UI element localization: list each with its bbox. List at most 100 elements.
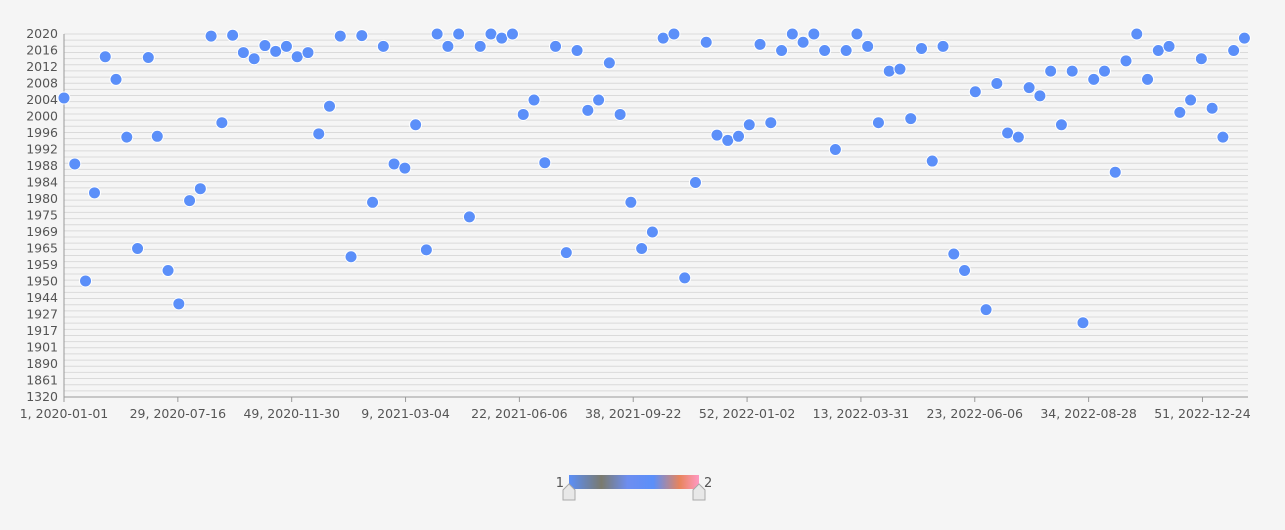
data-point[interactable] bbox=[204, 29, 218, 43]
data-point[interactable] bbox=[570, 44, 584, 57]
data-point[interactable] bbox=[290, 50, 304, 64]
data-point[interactable] bbox=[183, 194, 197, 208]
data-point[interactable] bbox=[323, 99, 337, 113]
data-point[interactable] bbox=[893, 62, 907, 76]
data-point[interactable] bbox=[947, 247, 961, 261]
data-point[interactable] bbox=[301, 46, 315, 60]
data-point[interactable] bbox=[312, 127, 326, 141]
data-point[interactable] bbox=[990, 77, 1004, 90]
data-point[interactable] bbox=[1108, 165, 1122, 179]
data-point[interactable] bbox=[1184, 93, 1198, 107]
data-point[interactable] bbox=[344, 250, 358, 264]
data-point[interactable] bbox=[925, 154, 939, 168]
data-point[interactable] bbox=[667, 27, 681, 41]
data-point[interactable] bbox=[1141, 72, 1155, 86]
data-point[interactable] bbox=[87, 186, 101, 200]
data-point[interactable] bbox=[141, 51, 155, 65]
data-point[interactable] bbox=[775, 44, 789, 57]
data-point[interactable] bbox=[505, 27, 519, 41]
data-point[interactable] bbox=[387, 157, 401, 171]
data-point[interactable] bbox=[279, 39, 293, 53]
data-point[interactable] bbox=[161, 264, 175, 277]
data-point[interactable] bbox=[861, 39, 875, 53]
data-point[interactable] bbox=[645, 225, 659, 239]
data-point[interactable] bbox=[699, 35, 713, 49]
data-point[interactable] bbox=[68, 157, 82, 171]
data-point[interactable] bbox=[376, 39, 390, 53]
data-point[interactable] bbox=[602, 56, 616, 70]
data-point[interactable] bbox=[1011, 130, 1025, 144]
data-point[interactable] bbox=[592, 93, 606, 107]
visual-map-max-handle[interactable] bbox=[692, 483, 706, 501]
data-point[interactable] bbox=[258, 39, 272, 53]
data-point[interactable] bbox=[721, 133, 735, 147]
data-point[interactable] bbox=[236, 46, 250, 60]
data-point[interactable] bbox=[1227, 44, 1241, 57]
data-point[interactable] bbox=[753, 37, 767, 51]
data-point[interactable] bbox=[484, 27, 498, 41]
data-point[interactable] bbox=[559, 246, 573, 260]
data-point[interactable] bbox=[818, 44, 832, 57]
data-point[interactable] bbox=[419, 243, 433, 257]
data-point[interactable] bbox=[109, 72, 123, 86]
data-point[interactable] bbox=[1044, 64, 1058, 78]
data-point[interactable] bbox=[764, 116, 778, 130]
data-point[interactable] bbox=[678, 271, 692, 285]
visual-map-bar[interactable] bbox=[569, 475, 699, 489]
data-point[interactable] bbox=[131, 242, 145, 255]
data-point[interactable] bbox=[624, 195, 638, 209]
data-point[interactable] bbox=[1033, 89, 1047, 103]
data-point[interactable] bbox=[1151, 44, 1165, 57]
data-point[interactable] bbox=[968, 85, 982, 99]
data-point[interactable] bbox=[828, 143, 842, 156]
data-point[interactable] bbox=[850, 27, 864, 41]
data-point[interactable] bbox=[1237, 31, 1251, 45]
data-point[interactable] bbox=[1065, 64, 1079, 78]
data-point[interactable] bbox=[915, 41, 929, 55]
data-point[interactable] bbox=[581, 103, 595, 117]
data-point[interactable] bbox=[1076, 316, 1090, 330]
data-point[interactable] bbox=[527, 93, 541, 107]
data-point[interactable] bbox=[1173, 105, 1187, 119]
data-point[interactable] bbox=[215, 116, 229, 130]
data-point[interactable] bbox=[452, 27, 466, 41]
data-point[interactable] bbox=[1194, 52, 1208, 66]
data-point[interactable] bbox=[1097, 64, 1111, 78]
visual-map-min-handle[interactable] bbox=[562, 483, 576, 501]
data-point[interactable] bbox=[57, 91, 71, 105]
data-point[interactable] bbox=[1022, 81, 1036, 95]
data-point[interactable] bbox=[398, 161, 412, 175]
data-point[interactable] bbox=[1216, 130, 1230, 144]
data-point[interactable] bbox=[1054, 118, 1068, 132]
data-point[interactable] bbox=[936, 39, 950, 53]
data-point[interactable] bbox=[958, 264, 972, 277]
data-point[interactable] bbox=[430, 27, 444, 41]
data-point[interactable] bbox=[98, 50, 112, 64]
data-point[interactable] bbox=[904, 112, 918, 126]
data-point[interactable] bbox=[79, 274, 93, 288]
data-point[interactable] bbox=[462, 210, 476, 224]
data-point[interactable] bbox=[882, 64, 896, 78]
data-point[interactable] bbox=[150, 129, 164, 143]
data-point[interactable] bbox=[120, 130, 134, 144]
data-point[interactable] bbox=[807, 27, 821, 41]
data-point[interactable] bbox=[333, 29, 347, 43]
data-point[interactable] bbox=[247, 52, 261, 66]
data-point[interactable] bbox=[409, 118, 423, 132]
data-point[interactable] bbox=[366, 195, 380, 209]
data-point[interactable] bbox=[796, 35, 810, 49]
data-point[interactable] bbox=[635, 242, 649, 255]
data-point[interactable] bbox=[1087, 72, 1101, 86]
data-point[interactable] bbox=[495, 31, 509, 45]
data-point[interactable] bbox=[473, 39, 487, 53]
data-point[interactable] bbox=[226, 28, 240, 42]
data-point[interactable] bbox=[1130, 27, 1144, 41]
data-point[interactable] bbox=[193, 182, 207, 196]
data-point[interactable] bbox=[1001, 126, 1015, 140]
data-point[interactable] bbox=[688, 176, 702, 189]
data-point[interactable] bbox=[785, 27, 799, 41]
data-point[interactable] bbox=[839, 44, 853, 57]
data-point[interactable] bbox=[1205, 101, 1219, 115]
data-point[interactable] bbox=[549, 39, 563, 53]
data-point[interactable] bbox=[269, 44, 283, 58]
